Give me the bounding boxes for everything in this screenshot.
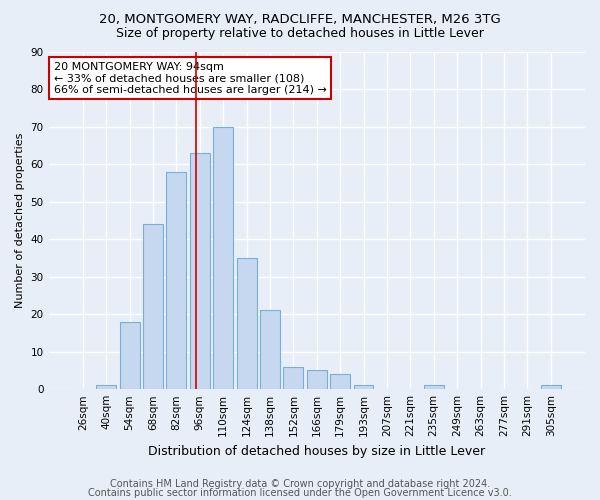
Bar [353, 386, 373, 389]
Bar [283, 366, 304, 389]
Text: Contains public sector information licensed under the Open Government Licence v3: Contains public sector information licen… [88, 488, 512, 498]
Bar [330, 374, 350, 389]
Bar [190, 153, 210, 389]
Text: Size of property relative to detached houses in Little Lever: Size of property relative to detached ho… [116, 28, 484, 40]
Bar [541, 386, 560, 389]
Bar [213, 126, 233, 389]
Bar [120, 322, 140, 389]
Y-axis label: Number of detached properties: Number of detached properties [15, 132, 25, 308]
Bar [307, 370, 327, 389]
Bar [166, 172, 187, 389]
X-axis label: Distribution of detached houses by size in Little Lever: Distribution of detached houses by size … [148, 444, 485, 458]
Text: 20, MONTGOMERY WAY, RADCLIFFE, MANCHESTER, M26 3TG: 20, MONTGOMERY WAY, RADCLIFFE, MANCHESTE… [99, 12, 501, 26]
Text: 20 MONTGOMERY WAY: 94sqm
← 33% of detached houses are smaller (108)
66% of semi-: 20 MONTGOMERY WAY: 94sqm ← 33% of detach… [54, 62, 327, 95]
Bar [236, 258, 257, 389]
Text: Contains HM Land Registry data © Crown copyright and database right 2024.: Contains HM Land Registry data © Crown c… [110, 479, 490, 489]
Bar [424, 386, 443, 389]
Bar [143, 224, 163, 389]
Bar [260, 310, 280, 389]
Bar [97, 386, 116, 389]
